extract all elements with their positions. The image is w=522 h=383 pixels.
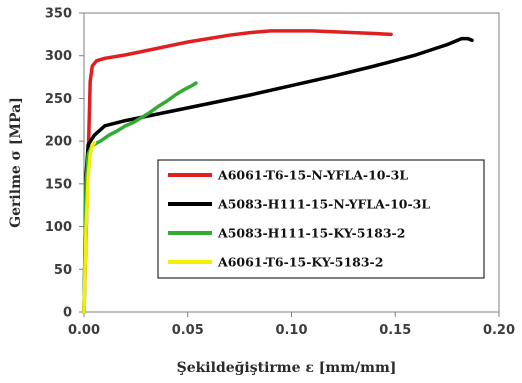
y-tick-label: 150 [45,177,72,192]
series-line-1 [82,29,393,314]
series-lines [82,29,474,314]
y-axis-title: Gerilme σ [MPa] [8,97,24,228]
series-line-4 [82,141,97,314]
y-tick-label: 350 [45,7,72,22]
legend-label: A6061-T6-15-N-YFLA-10-3L [217,168,408,183]
axes: 0 50 100 150 200 250 300 350 0.00 0.05 0.10 0.15 0.2… [8,7,515,377]
y-tick-label: 0 [63,306,72,321]
x-tick-label: 0.00 [68,323,100,338]
x-axis-title: Şekildeğiştirme ε [mm/mm] [177,360,397,376]
x-tick-label: 0.05 [172,323,204,338]
y-tick-label: 300 [45,49,72,64]
legend-box [157,159,485,279]
x-tick-label: 0.15 [379,323,411,338]
y-tick-label: 200 [45,135,72,150]
legend-label: A6061-T6-15-KY-5183-2 [217,255,383,270]
x-tick-label: 0.20 [483,323,515,338]
x-tick-label: 0.10 [275,323,307,338]
y-tick-label: 50 [54,263,72,278]
series-line-2 [82,36,474,314]
legend: A6061-T6-15-N-YFLA-10-3L A5083-H111-15-N-… [157,159,485,279]
legend-label: A5083-H111-15-N-YFLA-10-3L [217,197,430,212]
y-tick-label: 100 [45,220,72,235]
y-tick-label: 250 [45,92,72,107]
legend-label: A5083-H111-15-KY-5183-2 [217,226,405,241]
